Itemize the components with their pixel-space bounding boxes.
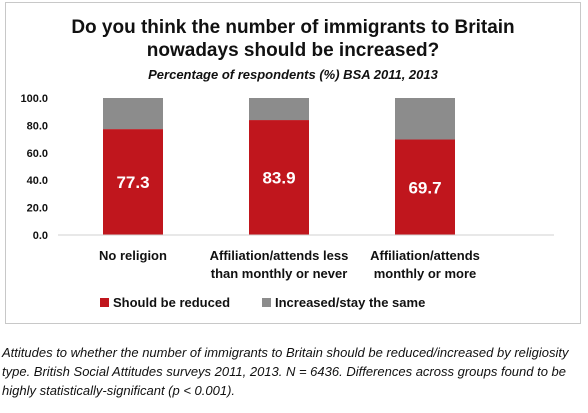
y-tick-label-0: 0.0 xyxy=(33,230,48,242)
y-tick-label-1: 20.0 xyxy=(27,203,48,215)
bar-increased-1 xyxy=(249,98,309,121)
bar-value-label-1: 83.9 xyxy=(262,169,295,188)
x-category-label-1-0: Affiliation/attends less xyxy=(210,248,349,263)
bar-reduced-2 xyxy=(395,139,455,235)
y-tick-label-3: 60.0 xyxy=(27,148,48,160)
bar-increased-2 xyxy=(395,98,455,140)
legend-label-1: Increased/stay the same xyxy=(275,295,425,310)
y-tick-label-5: 100.0 xyxy=(20,93,48,105)
x-category-label-2-0: Affiliation/attends xyxy=(370,248,480,263)
legend-swatch-0 xyxy=(100,298,109,307)
x-category-label-0-0: No religion xyxy=(99,248,167,263)
x-category-label-1-1: than monthly or never xyxy=(211,266,348,281)
figure-caption: Attitudes to whether the number of immig… xyxy=(2,345,569,398)
chart-plot: 0.0 20.0 40.0 60.0 80.0 100.0 77.3 83.9 69.7 No r… xyxy=(20,93,554,310)
legend-swatch-1 xyxy=(262,298,271,307)
bar-reduced-1 xyxy=(249,120,309,235)
chart-frame: Do you think the number of immigrants to… xyxy=(5,2,581,324)
bar-reduced-0 xyxy=(103,129,163,235)
legend-label-0: Should be reduced xyxy=(113,295,230,310)
chart-title-line-1: Do you think the number of immigrants to… xyxy=(71,17,515,38)
y-tick-label-4: 80.0 xyxy=(27,120,48,132)
bar-value-label-0: 77.3 xyxy=(116,173,149,192)
bar-increased-0 xyxy=(103,98,163,130)
chart-title-line-2: nowadays should be increased? xyxy=(146,40,440,61)
x-category-label-2-1: monthly or more xyxy=(374,266,477,281)
chart-subtitle: Percentage of respondents (%) BSA 2011, … xyxy=(148,67,438,82)
bar-value-label-2: 69.7 xyxy=(408,178,441,197)
y-tick-label-2: 40.0 xyxy=(27,175,48,187)
